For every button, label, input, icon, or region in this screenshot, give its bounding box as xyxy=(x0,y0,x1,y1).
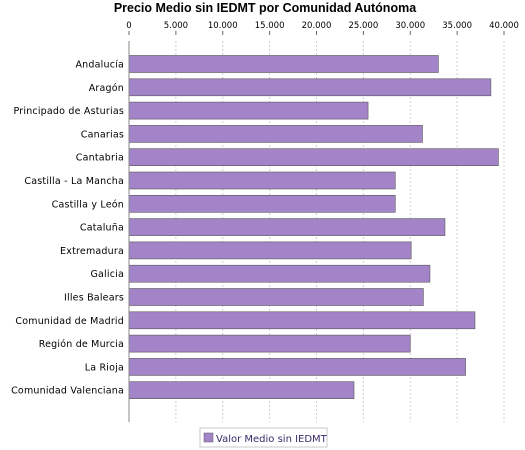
bar xyxy=(128,125,423,143)
category-label: La Rioja xyxy=(85,362,124,373)
x-tick-label: 40.000 xyxy=(489,21,519,31)
category-labels: Andalucía Aragón Principado de Asturias Can… xyxy=(11,60,124,397)
category-label: Canarias xyxy=(81,129,124,140)
x-tick-label: 0 xyxy=(126,21,131,31)
category-label: Illes Balears xyxy=(64,293,124,304)
legend: Valor Medio sin IEDMT xyxy=(199,427,328,448)
category-label: Región de Murcia xyxy=(39,339,124,350)
bar xyxy=(128,171,396,190)
legend-swatch xyxy=(203,432,214,443)
category-label: Castilla y León xyxy=(52,199,124,210)
bar xyxy=(128,148,499,166)
category-label: Aragón xyxy=(89,83,124,94)
category-label: Galicia xyxy=(90,269,124,280)
category-label: Cataluña xyxy=(80,223,124,234)
category-label: Comunidad de Madrid xyxy=(15,316,124,327)
x-tick-label: 35.000 xyxy=(442,21,472,31)
category-label: Principado de Asturias xyxy=(13,106,124,117)
bar xyxy=(128,241,412,260)
bar xyxy=(128,358,466,376)
bar xyxy=(128,195,396,213)
bar xyxy=(128,334,411,353)
bars xyxy=(128,55,499,400)
x-tick-label: 10.000 xyxy=(208,21,238,31)
bar xyxy=(128,264,431,283)
category-label: Castilla - La Mancha xyxy=(24,176,124,187)
bar xyxy=(128,55,439,73)
bar xyxy=(128,78,492,97)
chart-title: Precio Medio sin IEDMT por Comunidad Aut… xyxy=(114,1,417,15)
bar xyxy=(128,288,424,306)
x-axis-ticks: 0 5.000 10.000 15.000 20.000 25.000 30.000 35.0… xyxy=(126,21,519,35)
bar xyxy=(128,218,446,236)
category-label: Comunidad Valenciana xyxy=(11,386,124,397)
category-label: Extremadura xyxy=(60,246,124,257)
legend-box xyxy=(199,427,328,448)
bar xyxy=(128,381,355,400)
category-label: Andalucía xyxy=(75,60,124,71)
x-tick-label: 15.000 xyxy=(255,21,285,31)
bar xyxy=(128,101,369,120)
x-tick-label: 30.000 xyxy=(395,21,425,31)
category-label: Cantabria xyxy=(76,153,124,164)
x-tick-label: 25.000 xyxy=(349,21,379,31)
legend-label: Valor Medio sin IEDMT xyxy=(216,434,328,445)
x-tick-label: 20.000 xyxy=(302,21,332,31)
bar xyxy=(128,311,476,330)
x-tick-label: 5.000 xyxy=(164,21,188,31)
